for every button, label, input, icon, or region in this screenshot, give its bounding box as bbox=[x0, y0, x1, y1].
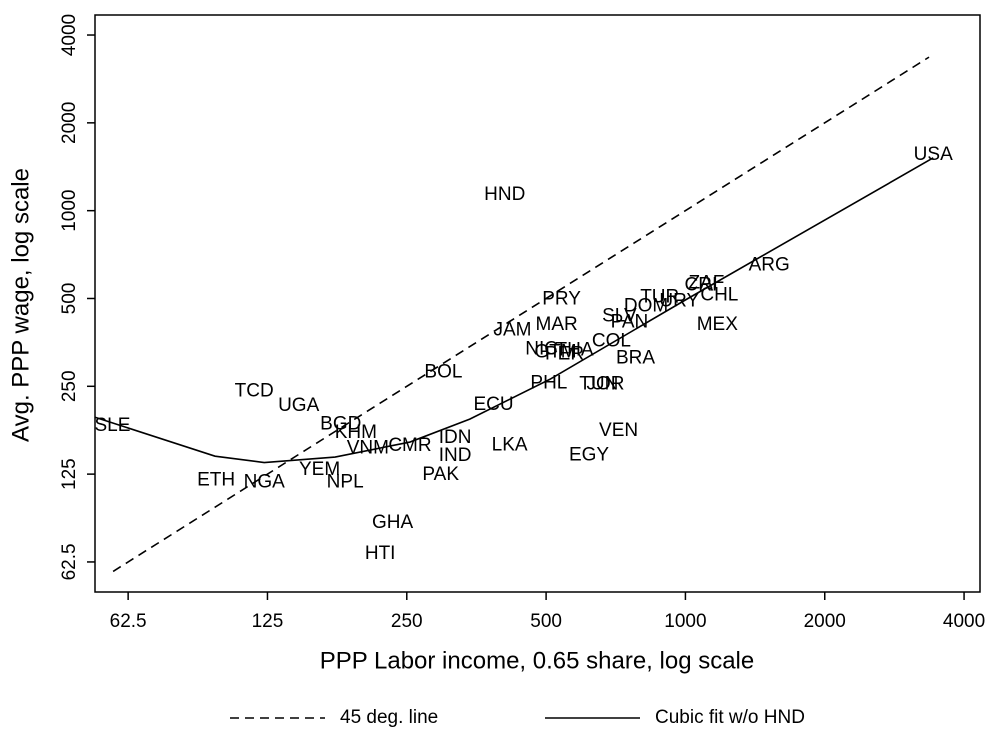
point-label: PAK bbox=[422, 464, 459, 485]
point-label: CHL bbox=[700, 285, 738, 306]
point-label: USA bbox=[914, 144, 953, 165]
point-label: HTI bbox=[365, 543, 396, 564]
point-label: IND bbox=[439, 445, 472, 466]
point-label: THA bbox=[556, 339, 594, 360]
point-label: VNM bbox=[347, 438, 389, 459]
point-label: YEM bbox=[299, 459, 340, 480]
point-label: IDN bbox=[439, 427, 472, 448]
x-tick-label: 1000 bbox=[664, 611, 706, 632]
x-tick-label: 4000 bbox=[943, 611, 985, 632]
point-label: JAM bbox=[493, 319, 531, 340]
point-label: MEX bbox=[697, 314, 739, 335]
y-tick-label: 125 bbox=[59, 458, 80, 490]
point-label: NIC bbox=[525, 339, 558, 360]
point-label: PRY bbox=[542, 288, 581, 309]
legend-label: Cubic fit w/o HND bbox=[655, 707, 805, 728]
y-axis-title: Avg. PPP wage, log scale bbox=[7, 168, 34, 442]
y-tick-label: 250 bbox=[59, 370, 80, 402]
point-label: ARG bbox=[749, 255, 790, 276]
point-label: ETH bbox=[197, 469, 235, 490]
point-label: LKA bbox=[492, 434, 528, 455]
y-tick-label: 4000 bbox=[59, 14, 80, 56]
point-label: HND bbox=[484, 184, 525, 205]
point-label: PER bbox=[545, 344, 584, 365]
x-axis-title: PPP Labor income, 0.65 share, log scale bbox=[320, 647, 754, 674]
point-label: TUR bbox=[640, 286, 679, 307]
point-label: NGA bbox=[244, 472, 286, 493]
point-label: UGA bbox=[278, 395, 320, 416]
point-label: BRA bbox=[616, 347, 655, 368]
point-label: VEN bbox=[599, 420, 638, 441]
y-tick-label: 500 bbox=[59, 283, 80, 315]
point-label: ZAF bbox=[688, 273, 724, 294]
plot-frame bbox=[94, 14, 981, 593]
fit-line bbox=[112, 56, 930, 573]
x-tick-label: 500 bbox=[530, 611, 562, 632]
y-tick-label: 1000 bbox=[59, 190, 80, 232]
point-label: MAR bbox=[536, 314, 578, 335]
point-label: GHA bbox=[372, 512, 414, 533]
point-label: JOR bbox=[587, 373, 625, 394]
point-label: URY bbox=[659, 290, 699, 311]
point-label: EGY bbox=[569, 444, 609, 465]
point-label: SLE bbox=[94, 415, 130, 436]
point-label: CRI bbox=[685, 274, 718, 295]
point-label: KHM bbox=[335, 422, 377, 443]
fit-line bbox=[94, 157, 934, 464]
point-label: TCD bbox=[235, 380, 274, 401]
y-tick-label: 2000 bbox=[59, 102, 80, 144]
legend-label: 45 deg. line bbox=[340, 707, 438, 728]
y-tick-label: 62.5 bbox=[59, 543, 80, 580]
point-label: CMR bbox=[388, 435, 431, 456]
point-label: PAN bbox=[611, 312, 649, 333]
point-label: DOM bbox=[624, 295, 668, 316]
x-tick-label: 2000 bbox=[804, 611, 846, 632]
x-tick-label: 250 bbox=[391, 611, 423, 632]
point-label: COL bbox=[592, 331, 631, 352]
point-label: SLV bbox=[602, 306, 637, 327]
point-label: ECU bbox=[474, 394, 514, 415]
point-label: TUN bbox=[579, 373, 618, 394]
point-label: GTM bbox=[534, 341, 576, 362]
point-label: BOL bbox=[424, 361, 462, 382]
point-label: BGD bbox=[320, 413, 361, 434]
x-tick-label: 125 bbox=[252, 611, 284, 632]
x-tick-label: 62.5 bbox=[110, 611, 147, 632]
point-label: PHL bbox=[530, 372, 567, 393]
point-label: NPL bbox=[327, 472, 364, 493]
